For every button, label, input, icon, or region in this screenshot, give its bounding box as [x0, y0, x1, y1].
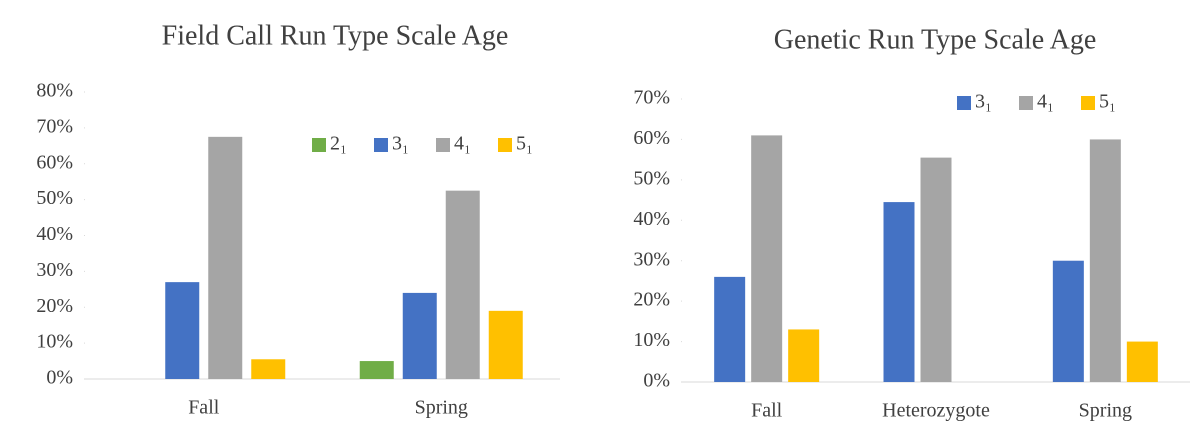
bar: [488, 310, 523, 379]
chart-title: Field Call Run Type Scale Age: [162, 20, 509, 51]
bar: [920, 157, 952, 382]
bar: [751, 135, 783, 382]
legend-swatch: [374, 138, 388, 152]
legend-swatch: [312, 138, 326, 152]
y-tick-label: 40%: [36, 223, 73, 245]
bar: [1089, 139, 1121, 382]
y-tick-label: 50%: [633, 167, 670, 189]
y-tick-label: 30%: [36, 259, 73, 281]
bar: [251, 359, 286, 379]
legend-label: 5₁: [1099, 91, 1116, 113]
bar: [445, 190, 480, 379]
x-tick-label: Spring: [1079, 400, 1132, 422]
legend-swatch: [957, 96, 971, 110]
x-tick-label: Spring: [415, 397, 468, 419]
bar: [402, 292, 437, 379]
y-tick-label: 60%: [633, 127, 670, 149]
bar: [208, 136, 243, 379]
x-tick-label: Heterozygote: [882, 400, 990, 422]
bar: [788, 329, 820, 382]
bar: [165, 282, 200, 379]
legend-swatch: [498, 138, 512, 152]
y-tick-label: 0%: [46, 367, 73, 389]
legend-label: 3₁: [392, 133, 409, 155]
y-tick-label: 10%: [36, 331, 73, 353]
y-tick-label: 60%: [36, 151, 73, 173]
chart-title: Genetic Run Type Scale Age: [774, 24, 1097, 55]
legend-label: 5₁: [516, 133, 533, 155]
x-tick-label: Fall: [751, 400, 783, 422]
legend-swatch: [1081, 96, 1095, 110]
legend-label: 4₁: [454, 133, 471, 155]
legend-swatch: [436, 138, 450, 152]
y-tick-label: 50%: [36, 187, 73, 209]
y-tick-label: 70%: [633, 87, 670, 109]
bar: [714, 276, 746, 382]
legend-swatch: [1019, 96, 1033, 110]
bar: [359, 361, 394, 379]
bar: [883, 202, 915, 382]
legend-label: 2₁: [330, 133, 347, 155]
bar: [1126, 341, 1158, 382]
y-tick-label: 40%: [633, 208, 670, 230]
y-tick-label: 70%: [36, 115, 73, 137]
x-tick-label: Fall: [188, 397, 220, 419]
y-tick-label: 20%: [633, 289, 670, 311]
legend-label: 4₁: [1037, 91, 1054, 113]
bar: [1052, 260, 1084, 382]
y-tick-label: 10%: [633, 329, 670, 351]
y-tick-label: 30%: [633, 248, 670, 270]
y-tick-label: 0%: [643, 370, 670, 392]
y-tick-label: 20%: [36, 295, 73, 317]
y-tick-label: 80%: [36, 80, 73, 102]
legend-label: 3₁: [975, 91, 992, 113]
